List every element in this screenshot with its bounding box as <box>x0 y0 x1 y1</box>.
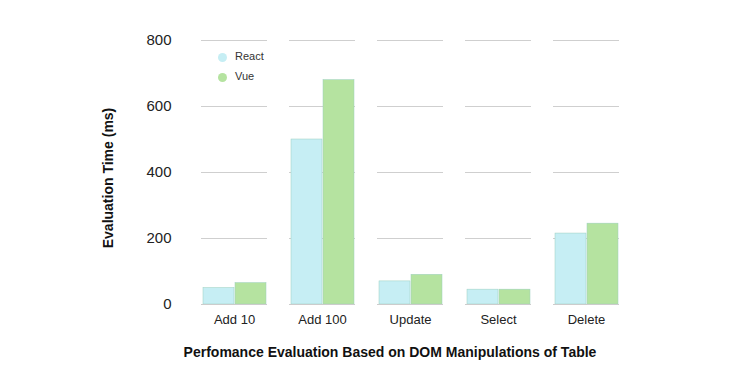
svg-text:200: 200 <box>146 229 171 246</box>
svg-text:800: 800 <box>146 31 171 48</box>
svg-text:Add 10: Add 10 <box>214 312 255 327</box>
html-text:Evaluation Time (ms): Evaluation Time (ms) <box>100 107 116 249</box>
html-text:Perfomance Evaluation Based on: Perfomance Evaluation Based on DOM Manip… <box>183 344 597 360</box>
svg-text:Update: Update <box>390 312 432 327</box>
svg-text:400: 400 <box>146 163 171 180</box>
html-text:React: React <box>235 50 264 62</box>
svg-text:Select: Select <box>480 312 517 327</box>
svg-text:Add 100: Add 100 <box>298 312 346 327</box>
svg-text:600: 600 <box>146 97 171 114</box>
svg-text:Delete: Delete <box>568 312 606 327</box>
html-text:Vue: Vue <box>235 70 255 82</box>
svg-text:0: 0 <box>163 295 171 312</box>
